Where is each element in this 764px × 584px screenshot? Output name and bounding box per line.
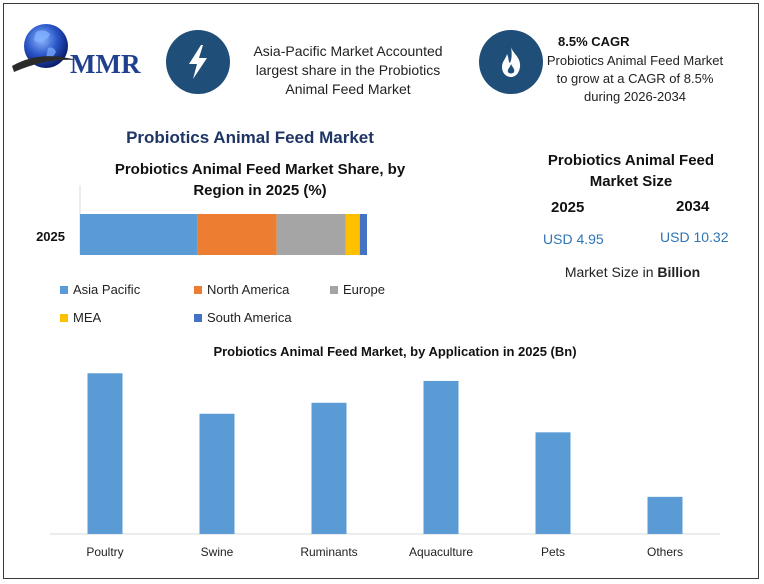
- infographic-frame: [3, 3, 759, 579]
- bar-pets: [535, 432, 571, 534]
- mmr-logo: MMR: [10, 20, 150, 82]
- logo-text: MMR: [70, 49, 141, 79]
- unit-bold: Billion: [657, 264, 701, 280]
- application-chart-title: Probiotics Animal Feed Market, by Applic…: [213, 344, 577, 359]
- flame-icon: [479, 30, 543, 94]
- tick-label-pets: Pets: [541, 545, 565, 559]
- legend-item-europe: Europe: [330, 282, 385, 297]
- market-size-unit: Market Size in Billion: [540, 264, 725, 280]
- legend-label: South America: [207, 310, 292, 325]
- legend-swatch: [60, 285, 68, 294]
- share-bar-asia-pacific: [80, 214, 198, 255]
- share-bar-south-america: [359, 214, 367, 255]
- legend-item-north-america: North America: [194, 282, 289, 297]
- application-chart: Poultry Swine Ruminants Aquaculture Pets Othe…: [50, 373, 720, 559]
- tick-label-ruminants: Ruminants: [300, 545, 357, 559]
- legend-item-mea: MEA: [60, 310, 101, 325]
- legend-item-asia-pacific: Asia Pacific: [60, 282, 140, 297]
- tick-label-swine: Swine: [201, 545, 234, 559]
- year-2025-label: 2025: [551, 199, 585, 216]
- legend-swatch: [330, 285, 338, 294]
- share-bar-north-america: [197, 214, 277, 255]
- legend-swatch: [60, 313, 68, 322]
- bar-poultry: [87, 373, 123, 534]
- cagr-text: Probiotics Animal Feed Market to grow at…: [546, 53, 724, 104]
- cagr-title: 8.5% CAGR: [558, 34, 630, 49]
- share-bar-mea: [345, 214, 360, 255]
- bar-others: [647, 496, 683, 534]
- legend-swatch: [194, 285, 202, 294]
- market-size-title: Probiotics Animal Feed Market Size: [547, 152, 715, 190]
- bar-swine: [199, 413, 235, 534]
- tick-label-poultry: Poultry: [86, 545, 123, 559]
- value-2034: USD 10.32: [660, 229, 729, 245]
- legend-label: MEA: [73, 310, 102, 325]
- share-chart-title: Probiotics Animal Feed Market Share, by …: [114, 161, 406, 199]
- unit-prefix: Market Size in: [564, 264, 658, 280]
- share-bar-europe: [276, 214, 346, 255]
- bar-ruminants: [311, 402, 347, 534]
- tick-label-aquaculture: Aquaculture: [409, 545, 473, 559]
- share-highlight-text: Asia-Pacific Market Accounted largest sh…: [253, 43, 443, 97]
- year-2034-label: 2034: [676, 198, 710, 215]
- tick-label-others: Others: [647, 545, 683, 559]
- share-chart: 2025: [36, 185, 367, 255]
- legend-item-south-america: South America: [194, 310, 292, 325]
- legend-label: Europe: [343, 282, 385, 297]
- globe-icon: [12, 24, 76, 72]
- legend-label: North America: [207, 282, 290, 297]
- lightning-bolt-icon: [166, 30, 230, 94]
- legend-swatch: [194, 313, 202, 322]
- share-category-label: 2025: [36, 229, 65, 244]
- legend-label: Asia Pacific: [73, 282, 141, 297]
- value-2025: USD 4.95: [543, 231, 604, 247]
- bar-aquaculture: [423, 380, 459, 534]
- main-title: Probiotics Animal Feed Market: [126, 128, 374, 147]
